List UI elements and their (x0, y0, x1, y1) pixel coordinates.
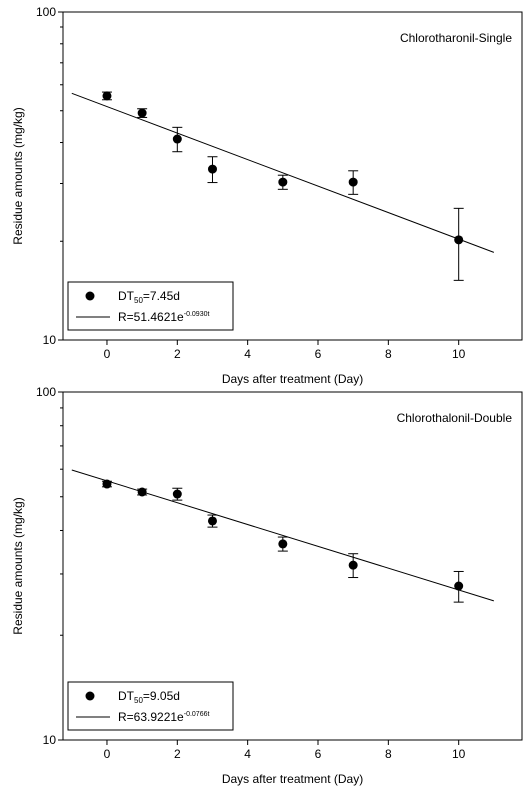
y-tick-label: 100 (36, 5, 56, 19)
x-tick-label: 10 (452, 347, 466, 361)
legend-text-part: R=63.9221e (118, 710, 184, 724)
data-point (454, 581, 464, 591)
x-tick-label: 8 (385, 347, 392, 361)
legend-text-part: =7.45d (143, 289, 180, 303)
error-bar (453, 207, 464, 281)
legend-marker (85, 291, 95, 301)
x-tick-label: 10 (452, 747, 466, 761)
legend-text-part: 50 (134, 296, 143, 305)
data-point (102, 91, 112, 101)
chart-title: Chlorotharonil-Single (400, 31, 512, 45)
x-tick-label: 4 (244, 347, 251, 361)
legend-text-part: -0.0766t (184, 711, 210, 718)
legend-text-part: DT (118, 289, 135, 303)
x-tick-label: 6 (315, 347, 322, 361)
data-point (278, 539, 288, 549)
x-tick-label: 4 (244, 747, 251, 761)
x-tick-label: 0 (104, 747, 111, 761)
legend-label: R=51.4621e-0.0930t (118, 310, 209, 324)
legend-box (67, 281, 234, 331)
legend-label: R=63.9221e-0.0766t (118, 710, 209, 724)
fit-line (71, 92, 495, 253)
data-point (278, 177, 288, 187)
legend-label: DT50=7.45d (118, 289, 180, 305)
legend-marker (85, 691, 95, 701)
plot-frame (62, 391, 523, 741)
plot-frame (62, 11, 523, 341)
legend-text-part: -0.0930t (184, 311, 210, 318)
data-point (348, 560, 358, 570)
y-tick-label: 100 (36, 385, 56, 399)
legend-box (67, 681, 234, 731)
legend-text-part: 50 (134, 696, 143, 705)
data-point (348, 177, 358, 187)
y-axis-label: Residue amounts (mg/kg) (11, 497, 25, 634)
legend-text-part: =9.05d (143, 689, 180, 703)
x-tick-label: 0 (104, 347, 111, 361)
data-point (454, 235, 464, 245)
y-tick-label: 10 (43, 333, 57, 347)
data-point (172, 134, 182, 144)
y-axis-label: Residue amounts (mg/kg) (11, 107, 25, 244)
x-tick-label: 2 (174, 747, 181, 761)
legend-text-part: R=51.4621e (118, 310, 184, 324)
chart-title: Chlorothalonil-Double (397, 411, 513, 425)
fit-line (71, 469, 495, 602)
x-tick-label: 8 (385, 747, 392, 761)
legend-label: DT50=9.05d (118, 689, 180, 705)
x-tick-label: 2 (174, 347, 181, 361)
x-axis-label: Days after treatment (Day) (222, 772, 363, 786)
data-point (207, 164, 217, 174)
legend-text-part: DT (118, 689, 135, 703)
data-point (172, 489, 182, 499)
y-tick-label: 10 (43, 733, 57, 747)
data-point (207, 516, 217, 526)
data-point (137, 108, 147, 118)
x-axis-label: Days after treatment (Day) (222, 372, 363, 386)
x-tick-label: 6 (315, 747, 322, 761)
